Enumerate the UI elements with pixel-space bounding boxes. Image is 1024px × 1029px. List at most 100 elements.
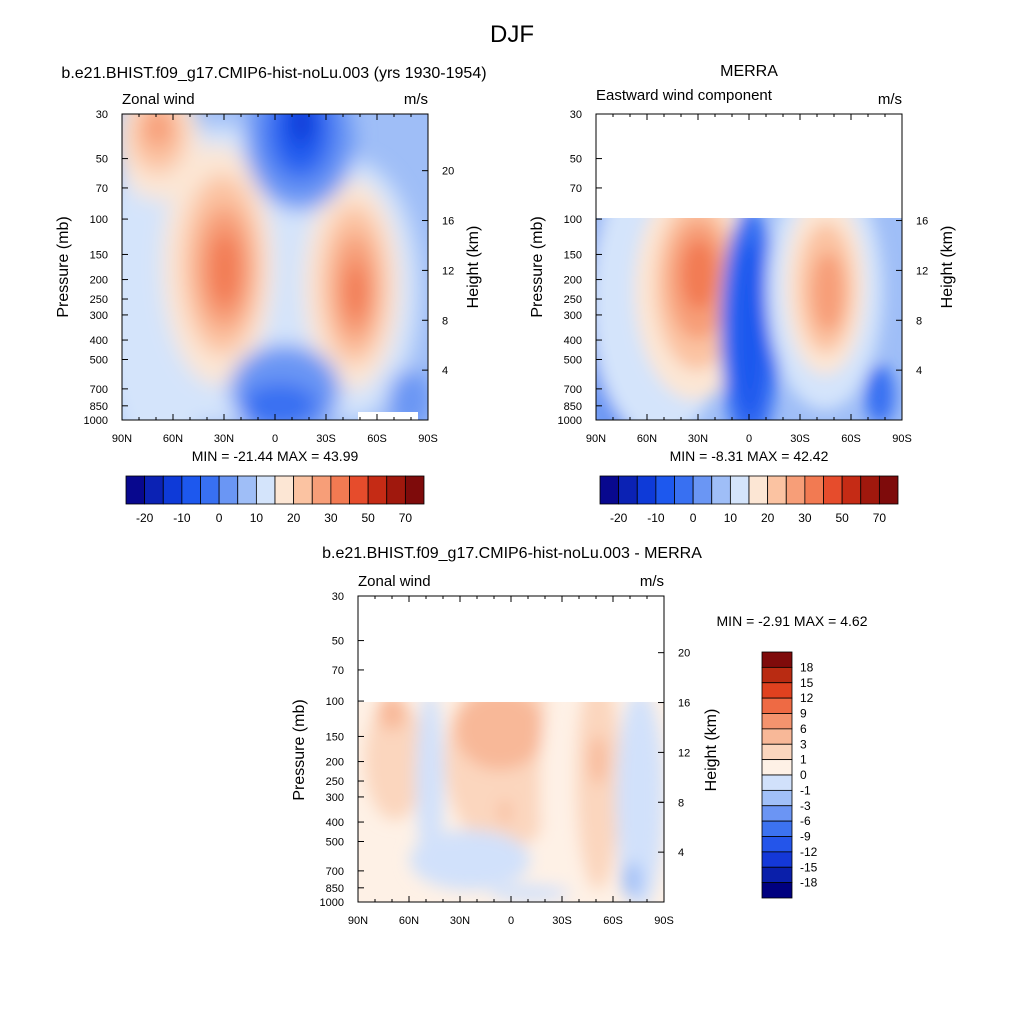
panel-model-title: b.e21.BHIST.f09_g17.CMIP6-hist-noLu.003 … xyxy=(61,65,486,82)
panel-model-ylabel: Pressure (mb) xyxy=(55,216,72,317)
x-tick-label: 90N xyxy=(586,433,606,445)
y-tick-label: 30 xyxy=(96,109,108,121)
colorbar-swatch xyxy=(804,475,824,505)
colorbar-swatch xyxy=(237,475,257,505)
colorbar-swatch xyxy=(330,475,350,505)
colorbar-label: -10 xyxy=(647,511,665,525)
colorbar-swatch xyxy=(255,475,276,505)
y-tick-label: 70 xyxy=(332,665,344,677)
y-tick-label: 200 xyxy=(564,275,582,287)
colorbar-label: 30 xyxy=(798,511,812,525)
colorbar-swatch xyxy=(761,820,793,837)
y-tick-label: 150 xyxy=(326,731,344,743)
y-right-tick-label: 12 xyxy=(916,265,928,277)
y-tick-label: 400 xyxy=(90,335,108,347)
colorbar-label: -15 xyxy=(800,860,818,874)
colorbar-label: 0 xyxy=(690,511,697,525)
colorbar-swatch xyxy=(386,475,406,505)
panel-merra-title: MERRA xyxy=(720,63,778,80)
colorbar-swatch xyxy=(761,866,793,884)
y-tick-label: 100 xyxy=(326,696,344,708)
colorbar-swatch xyxy=(729,475,750,505)
colorbar-swatch xyxy=(761,697,793,714)
colorbar-swatch xyxy=(599,475,620,505)
y-tick-label: 850 xyxy=(564,401,582,413)
colorbar-swatch xyxy=(841,475,862,505)
colorbar-swatch xyxy=(218,475,239,505)
colorbar-swatch xyxy=(761,682,793,699)
y-tick-label: 70 xyxy=(570,183,582,195)
colorbar-swatch xyxy=(761,728,793,745)
y-tick-label: 700 xyxy=(564,384,582,396)
colorbar-label: -1 xyxy=(800,783,811,797)
panel-merra-left-string: Eastward wind component xyxy=(596,87,773,104)
y-tick-label: 50 xyxy=(570,154,582,166)
y-tick-label: 300 xyxy=(326,792,344,804)
colorbar-label: 9 xyxy=(800,707,807,721)
y-right-tick-label: 16 xyxy=(442,216,454,228)
y-tick-label: 30 xyxy=(570,109,582,121)
colorbar-swatch xyxy=(200,475,220,505)
y-tick-label: 30 xyxy=(332,591,344,603)
colorbar-label: 50 xyxy=(361,511,375,525)
panel-model-stats: MIN = -21.44 MAX = 43.99 xyxy=(192,448,359,464)
y-right-tick-label: 12 xyxy=(442,265,454,277)
colorbar-label: 20 xyxy=(761,511,775,525)
colorbar-swatch xyxy=(125,475,146,505)
y-tick-label: 200 xyxy=(90,275,108,287)
colorbar-label: 3 xyxy=(800,737,807,751)
colorbar-label: 12 xyxy=(800,691,814,705)
y-tick-label: 100 xyxy=(90,214,108,226)
panel-merra-axes: 90N 60N 30N 0 30S 60S 90S 30 50 70 100 150 200 250 300… xyxy=(558,109,929,445)
panel-diff-contours xyxy=(358,702,664,902)
x-tick-label: 0 xyxy=(746,433,752,445)
page-title: DJF xyxy=(490,21,534,48)
y-tick-label: 100 xyxy=(564,214,582,226)
panel-diff-stats: MIN = -2.91 MAX = 4.62 xyxy=(717,613,868,629)
panel-model-contours xyxy=(122,114,428,420)
y-right-tick-label: 20 xyxy=(442,166,454,178)
colorbar-swatch xyxy=(404,475,425,505)
panel-model-left-string: Zonal wind xyxy=(122,91,195,108)
panel-model-ylabel-right: Height (km) xyxy=(465,226,482,309)
y-tick-label: 850 xyxy=(90,401,108,413)
x-tick-label: 60S xyxy=(603,915,623,927)
colorbar-swatch xyxy=(761,666,793,684)
y-tick-label: 250 xyxy=(90,294,108,306)
x-tick-label: 60N xyxy=(163,433,183,445)
y-right-tick-label: 8 xyxy=(442,315,448,327)
y-right-tick-label: 20 xyxy=(678,648,690,660)
panel-model-units: m/s xyxy=(404,91,428,108)
x-tick-label: 90N xyxy=(112,433,132,445)
y-tick-label: 400 xyxy=(564,335,582,347)
colorbar-swatch xyxy=(860,475,880,505)
colorbar-swatch xyxy=(349,475,369,505)
colorbar-label: -20 xyxy=(610,511,628,525)
colorbar-label: 20 xyxy=(287,511,301,525)
y-tick-label: 70 xyxy=(96,183,108,195)
colorbar-label: 70 xyxy=(873,511,887,525)
colorbar-swatch xyxy=(367,475,388,505)
panel-merra-ylabel: Pressure (mb) xyxy=(529,216,546,317)
colorbar-label: 15 xyxy=(800,676,814,690)
y-tick-label: 50 xyxy=(96,154,108,166)
y-right-tick-label: 16 xyxy=(916,216,928,228)
y-right-tick-label: 8 xyxy=(678,797,684,809)
colorbar-swatch xyxy=(785,475,806,505)
x-tick-label: 90S xyxy=(892,433,912,445)
panel-merra-units: m/s xyxy=(878,91,902,108)
x-tick-label: 90S xyxy=(418,433,438,445)
y-tick-label: 400 xyxy=(326,817,344,829)
x-tick-label: 90N xyxy=(348,915,368,927)
panel-merra: MERRA Eastward wind component m/s xyxy=(529,63,956,525)
panel-diff: b.e21.BHIST.f09_g17.CMIP6-hist-noLu.003 … xyxy=(291,545,868,927)
y-right-tick-label: 16 xyxy=(678,698,690,710)
panel-merra-contours xyxy=(596,218,902,420)
y-tick-label: 150 xyxy=(90,249,108,261)
y-tick-label: 1000 xyxy=(320,897,344,909)
colorbar-swatch xyxy=(761,805,793,822)
colorbar-label: 0 xyxy=(800,768,807,782)
x-tick-label: 30S xyxy=(316,433,336,445)
